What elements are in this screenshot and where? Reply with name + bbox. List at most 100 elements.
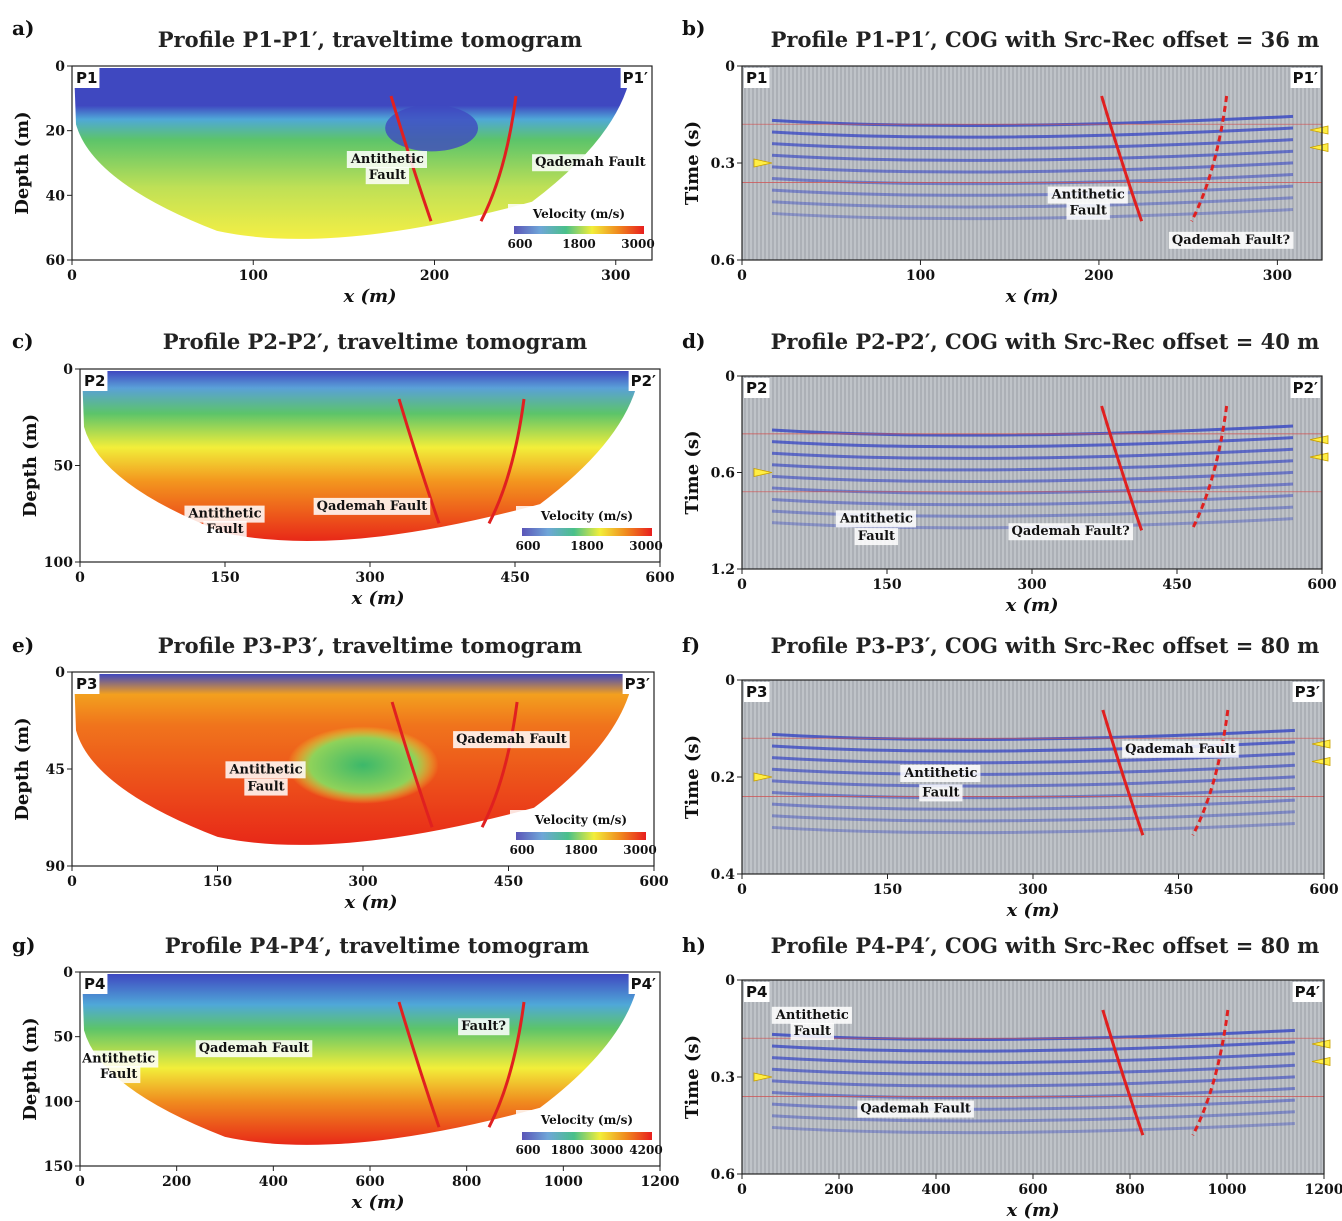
reflector-group [771, 114, 1294, 221]
tag-bg [1290, 378, 1321, 398]
y-tick-label: 0 [725, 673, 735, 689]
profile-end-tag: P2′ [631, 372, 656, 390]
annotation-label: Fault [369, 168, 406, 183]
arrow-marker [1311, 739, 1331, 749]
profile-start-tag: P4 [746, 983, 767, 1001]
x-tick-label: 100 [906, 268, 935, 284]
colorbar-label: 600 [515, 539, 540, 553]
annotation-label: Qademah Fault [860, 1102, 971, 1117]
fault-line [1100, 405, 1144, 531]
colorbar-gradient [522, 1132, 652, 1140]
x-tick-label: 600 [645, 570, 674, 586]
reflector [771, 173, 1294, 186]
y-axis-label: Depth (m) [12, 717, 33, 820]
x-tick-label: 600 [355, 1174, 384, 1190]
tag-bg [620, 68, 651, 88]
reflector [771, 1110, 1295, 1123]
panel-letter: f) [682, 633, 700, 657]
x-tick-label: 200 [162, 1174, 191, 1190]
y-tick-label: 40 [46, 188, 66, 204]
annotation-label: Antithetic [775, 1008, 849, 1023]
y-tick-label: 0.6 [711, 253, 735, 269]
fault-line [1101, 709, 1145, 836]
x-tick-label: 0 [67, 874, 77, 890]
x-axis: 0 100 200 300 x (m) [737, 260, 1292, 307]
reflector [771, 728, 1295, 741]
x-tick-label: 300 [1017, 577, 1046, 593]
x-tick-label: 1000 [1208, 1182, 1247, 1198]
tag-bg [1290, 68, 1321, 88]
panel-e: e) Profile P3-P3′, traveltime tomogram Vel… [12, 633, 669, 913]
colorbar-label: 1800 [564, 843, 597, 857]
profile-end-tag: P3′ [1295, 683, 1320, 701]
x-axis-label: x (m) [343, 892, 397, 913]
y-tick-label: 100 [44, 1094, 73, 1110]
x-tick-label: 0 [75, 1174, 85, 1190]
colorbar-label: 4200 [629, 1143, 662, 1157]
arrow-marker [1311, 1039, 1331, 1049]
reflector [771, 161, 1294, 174]
colorbar: Velocity (m/s) 600 1800 3000 4200 [515, 1110, 663, 1162]
x-tick-label: 600 [1309, 882, 1338, 898]
annotation-label: Fault [100, 1067, 137, 1082]
reflector [771, 459, 1294, 472]
annotation-bg [857, 1100, 974, 1118]
annotation-bg [346, 151, 427, 168]
arrow-marker [1309, 142, 1329, 152]
reflector [771, 126, 1294, 139]
x-axis-label: x (m) [1004, 595, 1058, 616]
y-tick-label: 50 [54, 459, 74, 475]
reflector [771, 494, 1294, 507]
colorbar-title: Velocity (m/s) [532, 207, 625, 221]
fault-line [1190, 405, 1229, 532]
arrow-marker [753, 1072, 773, 1082]
panel-letter: d) [682, 329, 705, 353]
colorbar: Velocity (m/s) 600 1800 3000 [509, 810, 657, 862]
x-tick-label: 600 [1307, 577, 1336, 593]
colorbar-label: 1800 [570, 539, 603, 553]
y-axis: 0 0.3 0.6 Time (s) [682, 59, 742, 269]
fault-line [487, 398, 526, 525]
fault-line [1191, 1009, 1230, 1136]
reflector [771, 1052, 1295, 1065]
y-axis: 0 50 100 Depth (m) [20, 362, 80, 571]
panel-letter: c) [12, 329, 34, 353]
colorbar-gradient [522, 528, 652, 536]
panel-letter: g) [12, 933, 35, 957]
annotation-label: Fault [1070, 204, 1107, 219]
arrow-marker [753, 468, 773, 477]
annotation-label: Antithetic [81, 1052, 155, 1067]
annotation-bg [203, 521, 247, 539]
reflector-group [771, 424, 1294, 530]
y-tick-label: 1.2 [711, 562, 735, 578]
y-tick-label: 0 [63, 362, 73, 378]
profile-end-tag: P4′ [631, 975, 656, 993]
reflector [771, 821, 1295, 835]
y-axis-label: Time (s) [682, 121, 703, 205]
x-tick-label: 150 [210, 570, 239, 586]
annotation-label: Antithetic [187, 507, 261, 522]
y-tick-label: 0.4 [711, 867, 736, 883]
y-tick-label: 50 [54, 1030, 74, 1046]
x-axis: 0 150 300 450 600 x (m) [737, 874, 1339, 921]
tag-bg [744, 68, 770, 88]
profile-end-tag: P4′ [1295, 983, 1320, 1001]
annotation-label: Qademah Fault [199, 1041, 310, 1056]
x-axis: 0 150 300 450 600 x (m) [737, 569, 1337, 616]
x-tick-label: 600 [1018, 1182, 1047, 1198]
y-axis: 0 0.3 0.6 Time (s) [682, 973, 742, 1183]
x-axis: 0 150 300 450 600 x (m) [75, 562, 675, 609]
annotation-label: Qademah Fault? [1172, 233, 1291, 248]
panel-title: Profile P3-P3′, traveltime tomogram [158, 633, 582, 658]
x-tick-label: 200 [420, 268, 449, 284]
y-tick-label: 0 [725, 369, 735, 385]
colorbar-label: 3000 [621, 237, 654, 251]
x-axis-label: x (m) [342, 286, 396, 307]
arrow-marker [1309, 452, 1329, 462]
annotation-bg [1066, 202, 1110, 220]
reflector [771, 810, 1295, 823]
fault-line [487, 1001, 526, 1128]
x-tick-label: 1200 [641, 1174, 680, 1190]
fault-line [397, 1001, 441, 1128]
colorbar-label: 600 [507, 237, 532, 251]
